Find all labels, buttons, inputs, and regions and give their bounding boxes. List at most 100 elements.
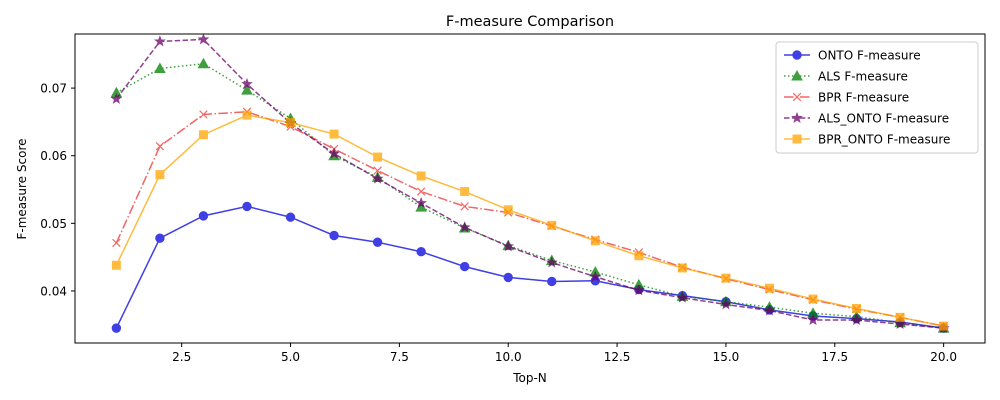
series-line-onto-f-measure (115, 205, 944, 329)
data-point-onto-f-measure-8 (416, 247, 426, 257)
data-point-als-onto-f-measure-7 (371, 172, 384, 184)
x-tick-label: 15.0 (713, 350, 740, 364)
data-point-bpr-onto-f-measure-19 (895, 312, 905, 322)
x-tick-label: 17.5 (821, 350, 848, 364)
x-tick-label: 5.0 (281, 350, 300, 364)
data-point-als-onto-f-measure-11 (545, 256, 558, 268)
series-line-bpr-f-measure (115, 111, 944, 327)
data-point-onto-f-measure-1 (111, 323, 122, 333)
data-point-onto-f-measure-7 (372, 237, 383, 247)
data-point-bpr-onto-f-measure-18 (852, 304, 862, 314)
data-point-als-onto-f-measure-15 (720, 298, 732, 310)
data-point-bpr-onto-f-measure-7 (373, 152, 383, 162)
data-point-bpr-onto-f-measure-12 (590, 236, 600, 246)
legend: ONTO F-measure ALS F-measure BPR F-measure… (775, 41, 979, 154)
data-point-als-onto-f-measure-13 (633, 284, 645, 296)
data-point-als-onto-f-measure-12 (589, 270, 602, 282)
legend-entry-bpr-onto-f-measure: BPR_ONTO F-measure (784, 133, 950, 147)
data-point-als-onto-f-measure-16 (763, 304, 776, 316)
data-point-als-onto-f-measure-10 (502, 240, 515, 252)
data-point-bpr-onto-f-measure-8 (416, 171, 426, 181)
data-point-onto-f-measure-10 (503, 272, 513, 283)
data-point-als-onto-f-measure-8 (415, 196, 427, 209)
chart-title: F-measure Comparison (446, 14, 614, 30)
data-point-bpr-onto-f-measure-10 (503, 205, 513, 215)
data-point-als-f-measure-2 (154, 62, 166, 73)
data-point-als-onto-f-measure-19 (894, 317, 906, 330)
data-point-als-onto-f-measure-4 (241, 77, 253, 90)
series-als-onto-f-measure (110, 33, 950, 334)
data-point-bpr-f-measure-1 (112, 238, 121, 248)
data-point-bpr-f-measure-8 (416, 187, 426, 196)
legend-swatch (784, 50, 810, 60)
data-point-bpr-onto-f-measure-13 (634, 251, 644, 261)
data-point-onto-f-measure-6 (329, 230, 339, 241)
data-point-bpr-onto-f-measure-14 (677, 263, 687, 273)
data-point-als-onto-f-measure-6 (328, 147, 340, 159)
y-axis-ticks: 0.04 0.05 0.06 0.07 (40, 82, 75, 298)
data-point-als-onto-f-measure-1 (110, 92, 123, 104)
data-point-als-onto-f-measure-9 (458, 221, 471, 233)
legend-label: ALS_ONTO F-measure (818, 112, 949, 126)
data-point-bpr-onto-f-measure-4 (242, 110, 252, 120)
series-layer (110, 33, 950, 334)
x-axis-label: Top-N (512, 371, 547, 385)
data-point-bpr-onto-f-measure-5 (286, 118, 296, 128)
data-point-bpr-onto-f-measure-16 (764, 283, 774, 293)
x-tick-label: 2.5 (172, 350, 191, 364)
data-point-onto-f-measure-2 (155, 233, 165, 243)
series-bpr-onto-f-measure (111, 110, 949, 331)
data-point-bpr-onto-f-measure-11 (547, 220, 557, 230)
y-tick-label: 0.07 (40, 82, 67, 96)
x-axis-ticks: 2.5 5.0 7.5 10.0 12.5 15.0 17.5 20.0 (172, 343, 957, 364)
data-point-onto-f-measure-5 (285, 212, 296, 222)
data-point-bpr-onto-f-measure-6 (329, 129, 339, 139)
legend-swatch (784, 111, 810, 123)
data-point-als-f-measure-4 (241, 84, 253, 95)
data-point-als-onto-f-measure-14 (676, 291, 689, 303)
data-point-bpr-onto-f-measure-1 (111, 260, 121, 270)
legend-label: BPR_ONTO F-measure (818, 133, 950, 147)
data-point-bpr-f-measure-3 (199, 110, 208, 119)
data-point-onto-f-measure-3 (198, 211, 209, 221)
legend-entry-als-onto-f-measure: ALS_ONTO F-measure (784, 112, 949, 126)
x-tick-label: 10.0 (495, 350, 522, 364)
legend-label: BPR F-measure (818, 91, 909, 105)
data-point-als-onto-f-measure-2 (154, 35, 166, 47)
data-point-onto-f-measure-11 (547, 276, 557, 287)
data-point-onto-f-measure-9 (459, 261, 470, 272)
series-line-als-onto-f-measure (115, 38, 944, 329)
data-point-bpr-onto-f-measure-2 (155, 170, 165, 180)
data-point-bpr-onto-f-measure-3 (198, 130, 208, 140)
y-axis-label: F-measure Score (15, 139, 29, 240)
plot-frame (74, 33, 986, 344)
data-point-bpr-onto-f-measure-17 (808, 294, 818, 304)
data-point-als-onto-f-measure-17 (807, 313, 819, 325)
legend-label: ONTO F-measure (818, 49, 921, 63)
data-point-bpr-f-measure-9 (460, 202, 469, 211)
data-point-bpr-f-measure-2 (155, 142, 165, 151)
legend-entry-bpr-f-measure: BPR F-measure (784, 91, 909, 105)
series-line-bpr-onto-f-measure (115, 114, 944, 327)
y-tick-label: 0.04 (40, 284, 67, 298)
data-point-onto-f-measure-4 (242, 201, 252, 212)
series-line-als-f-measure (115, 62, 944, 329)
data-point-bpr-onto-f-measure-20 (939, 321, 949, 331)
data-point-bpr-f-measure-7 (373, 166, 382, 175)
legend-entry-als-f-measure: ALS F-measure (784, 70, 908, 84)
data-point-als-onto-f-measure-3 (197, 33, 210, 45)
data-point-als-f-measure-3 (197, 57, 210, 69)
x-tick-label: 12.5 (604, 350, 631, 364)
y-tick-label: 0.06 (40, 149, 67, 163)
legend-frame (775, 41, 979, 154)
legend-swatch (784, 134, 810, 144)
legend-entry-onto-f-measure: ONTO F-measure (784, 49, 921, 63)
legend-label: ALS F-measure (818, 70, 908, 84)
y-tick-label: 0.05 (40, 217, 67, 231)
data-point-als-onto-f-measure-18 (850, 313, 863, 325)
data-point-bpr-onto-f-measure-15 (721, 273, 731, 283)
x-tick-label: 20.0 (930, 350, 957, 364)
legend-swatch (784, 69, 810, 81)
data-point-bpr-onto-f-measure-9 (460, 187, 470, 197)
